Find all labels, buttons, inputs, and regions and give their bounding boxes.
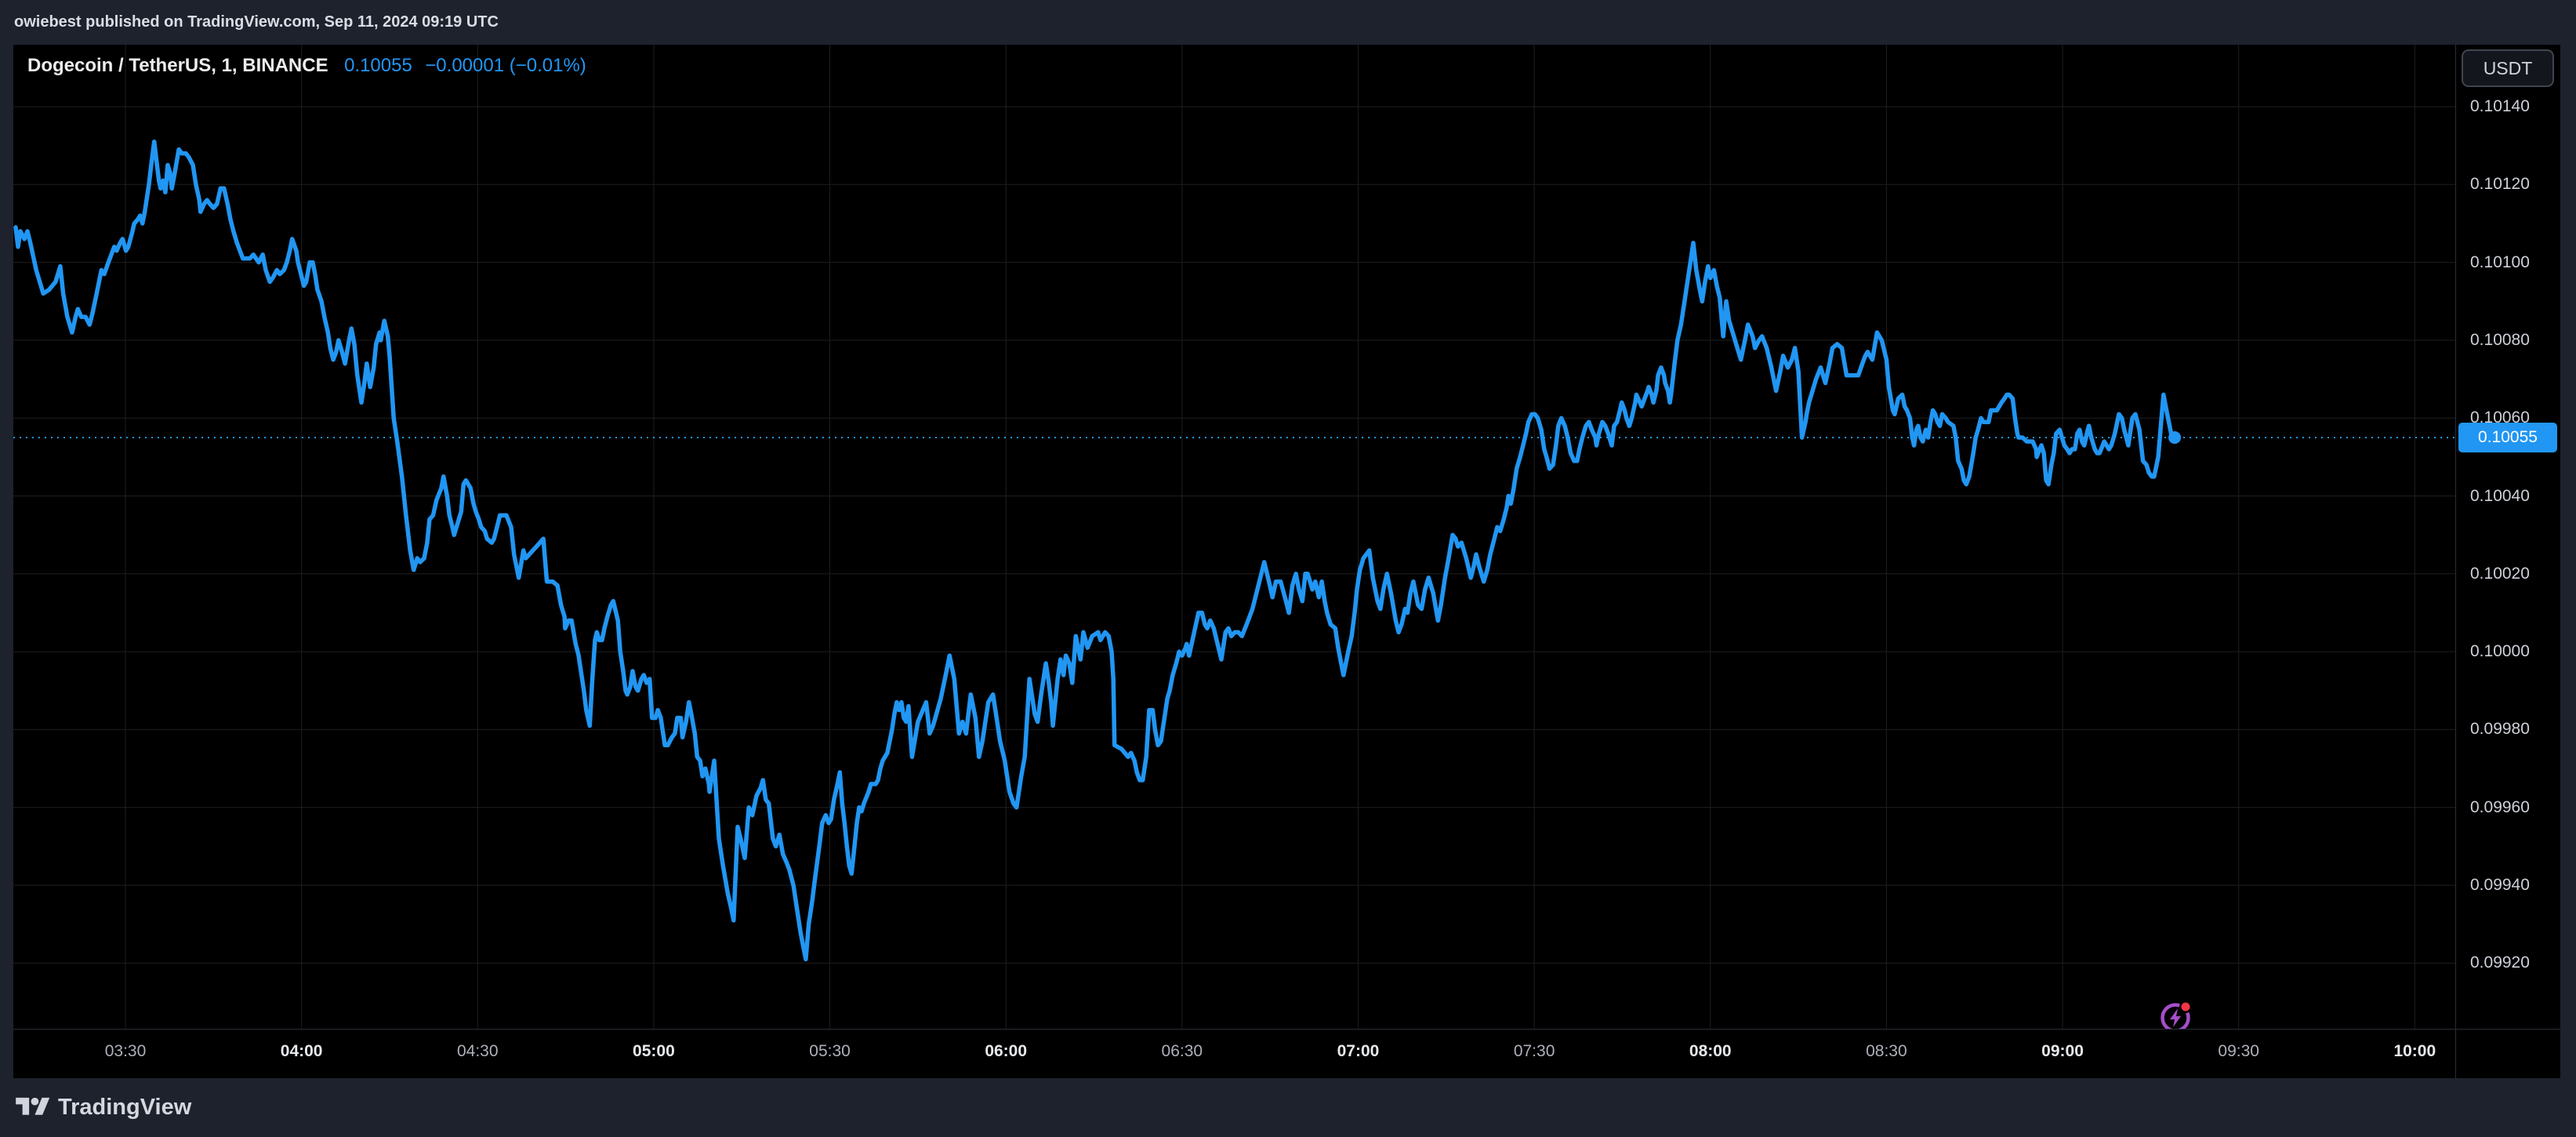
axis-separator [13,1029,2560,1030]
current-price-tag: 0.10055 [2458,423,2557,453]
last-price-value: 0.10055 [344,55,412,76]
publish-text: owiebest published on TradingView.com, S… [14,13,499,31]
time-axis[interactable]: 03:30 04:00 04:30 05:00 05:30 06:00 06:30 07:00… [13,1029,2455,1078]
currency-toggle-button[interactable]: USDT [2462,49,2554,87]
price-axis-label: 0.10020 [2470,564,2530,583]
price-axis-label: 0.09980 [2470,720,2530,739]
price-axis-label: 0.10080 [2470,330,2530,349]
time-axis-label: 08:00 [1689,1042,1732,1060]
last-value-dot [2168,431,2182,445]
price-axis-label: 0.10060 [2470,409,2530,427]
tradingview-logo-icon[interactable] [16,1094,50,1121]
time-axis-label: 06:30 [1161,1042,1203,1060]
time-axis-label: 04:30 [456,1042,499,1060]
price-axis-label: 0.10040 [2470,486,2530,505]
price-axis-label: 0.10100 [2470,252,2530,271]
time-axis-label: 09:30 [2218,1042,2259,1060]
price-axis-label: 0.09960 [2470,797,2530,816]
time-axis-label: 07:30 [1513,1042,1555,1060]
chart-pane[interactable]: Dogecoin / TetherUS, 1, BINANCE 0.10055 … [13,45,2455,1033]
publish-bar: owiebest published on TradingView.com, S… [0,0,2576,45]
brand-name[interactable]: TradingView [58,1095,192,1120]
time-axis-label: 08:30 [1866,1042,1907,1060]
price-axis[interactable]: USDT 0.10140 0.10120 0.10100 0.10080 0.10060… [2455,45,2560,1078]
lightning-bolt-glyph [2170,1008,2181,1027]
time-axis-label: 05:00 [633,1042,675,1060]
symbol-title: Dogecoin / TetherUS, 1, BINANCE [27,55,328,76]
time-axis-label: 07:00 [1337,1042,1380,1060]
time-axis-label: 10:00 [2393,1042,2436,1060]
price-axis-label: 0.10140 [2470,97,2530,115]
price-axis-label: 0.10120 [2470,175,2530,194]
price-axis-label: 0.10000 [2470,642,2530,661]
price-series-line [13,139,2177,962]
chart-legend: Dogecoin / TetherUS, 1, BINANCE 0.10055 … [27,55,586,77]
time-axis-label: 09:00 [2041,1042,2084,1060]
notification-dot [2181,1002,2190,1012]
price-line-chart[interactable] [13,45,2455,1029]
footer-bar: TradingView [0,1078,2576,1137]
price-axis-label: 0.09920 [2470,954,2530,972]
time-axis-label: 05:30 [809,1042,851,1060]
price-axis-label: 0.09940 [2470,876,2530,894]
time-axis-label: 03:30 [104,1042,147,1060]
time-axis-label: 04:00 [280,1042,323,1060]
time-axis-label: 06:00 [985,1042,1028,1060]
price-change-value: −0.00001 (−0.01%) [425,55,586,76]
